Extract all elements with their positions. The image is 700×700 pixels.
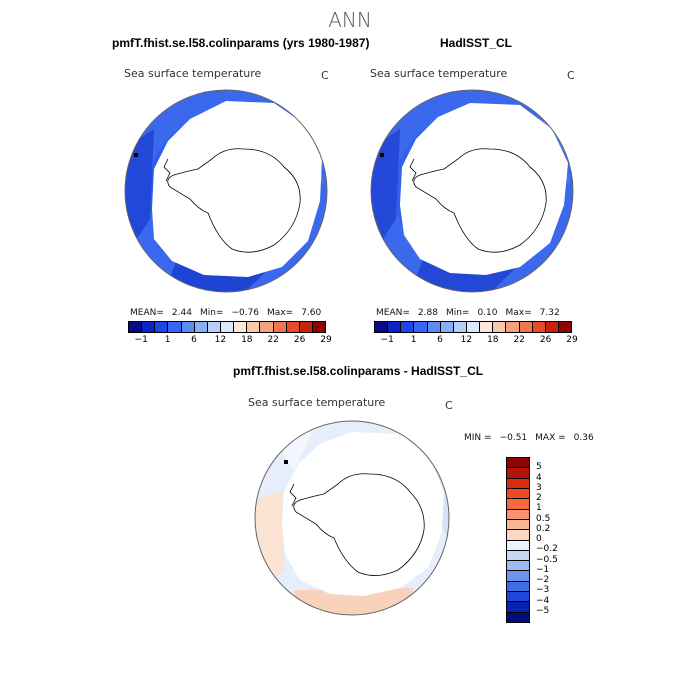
colorbar-swatch [181,322,195,332]
colorbar-tick-label: −0.5 [536,554,558,565]
colorbar-swatch [440,322,454,332]
colorbar-swatch [507,488,529,500]
colorbar-swatch [142,322,156,332]
colorbar-swatch [155,322,169,332]
diff-panel-title: pmfT.fhist.se.l58.colinparams - HadISST_… [233,364,484,378]
colorbar-tick-label: −3 [536,585,550,596]
colorbar-swatch [401,322,415,332]
colorbar-swatch [299,322,313,332]
colorbar-tick-label: 3 [536,482,542,493]
colorbar-tick-label: 6 [191,335,197,345]
colorbar-tick-label: 0.5 [536,513,551,524]
colorbar-swatch [507,602,529,613]
colorbar-tick-label: 6 [437,335,443,345]
colorbar-swatch [480,322,494,332]
colorbar-swatch [532,322,546,332]
colorbar-swatch [507,571,529,582]
colorbar-tick-label: −1 [536,564,550,575]
colorbar-swatch [507,581,529,593]
colorbar-swatch [260,322,274,332]
colorbar-tick-label: −1 [134,335,148,345]
colorbar-swatch [507,519,529,531]
panel1-map [124,89,328,293]
colorbar-tick-label: −5 [536,605,550,616]
panel1-units: C [321,69,329,82]
colorbar-tick-label: 4 [536,472,542,483]
colorbar-swatch [519,322,533,332]
panel2-units: C [567,69,575,82]
colorbar-swatch [507,468,529,479]
main-title: ANN [328,8,372,32]
colorbar-tick-label: 5 [536,462,542,473]
colorbar-swatch [207,322,221,332]
colorbar-swatch [507,499,529,510]
panel2-colorbar [374,321,572,333]
colorbar-swatch [507,612,529,622]
panel1-colorbar [128,321,326,333]
panel2-stats: MEAN= 2.88 Min= 0.10 Max= 7.32 [376,308,560,318]
colorbar-swatch [247,322,261,332]
colorbar-swatch [507,550,529,562]
diff-colorbar-ticks: 5 4 3 2 1 0.5 0.2 0 −0.2 −0.5 −1 −2 −3 −4 −5 [536,457,576,621]
colorbar-tick-label: 0 [536,534,542,544]
colorbar-tick-label: 22 [513,335,525,345]
colorbar-tick-label: 1 [536,503,542,514]
diff-map [254,420,450,616]
colorbar-tick-label: 26 [539,335,552,345]
colorbar-swatch [507,592,529,603]
colorbar-swatch [168,322,182,332]
colorbar-swatch [558,322,572,332]
colorbar-tick-label: −4 [536,595,550,606]
colorbar-swatch [507,509,529,520]
colorbar-tick-label: 1 [164,335,171,345]
colorbar-swatch [507,540,529,551]
colorbar-tick-label: 18 [241,335,253,345]
panel1-title: pmfT.fhist.se.l58.colinparams (yrs 1980-… [112,36,370,50]
diff-field-label: Sea surface temperature [248,396,386,409]
colorbar-swatch [506,322,520,332]
colorbar-swatch [414,322,428,332]
colorbar-swatch [493,322,507,332]
colorbar-swatch [453,322,467,332]
colorbar-swatch [507,478,529,489]
colorbar-swatch [286,322,300,332]
colorbar-swatch [375,322,389,332]
colorbar-tick-label: −2 [536,575,550,585]
diff-min-max: MIN = −0.51 MAX = 0.36 [464,433,594,443]
colorbar-tick-label: 1 [410,335,417,345]
colorbar-swatch [273,322,287,332]
colorbar-tick-label: 0.2 [536,523,551,534]
colorbar-swatch [507,458,529,469]
colorbar-tick-label: −0.2 [536,544,558,555]
colorbar-swatch [427,322,441,332]
panel1-stats: MEAN= 2.44 Min= −0.76 Max= 7.60 [130,308,322,318]
panel2-field-label: Sea surface temperature [370,67,508,80]
diff-units: C [445,399,453,412]
colorbar-swatch [220,322,235,332]
colorbar-swatch [194,322,208,332]
colorbar-tick-label: −1 [380,335,394,345]
panel1-colorbar-ticks: −1 1 6 12 18 22 26 29 [128,335,332,347]
colorbar-swatch [466,322,481,332]
panel2-map [370,89,574,293]
colorbar-swatch [312,322,326,332]
diff-colorbar [506,457,530,623]
colorbar-tick-label: 29 [320,335,332,345]
colorbar-swatch [507,561,529,572]
colorbar-tick-label: 2 [536,493,542,503]
colorbar-tick-label: 18 [487,335,499,345]
colorbar-swatch [129,322,143,332]
colorbar-swatch [234,322,248,332]
colorbar-tick-label: 26 [293,335,306,345]
colorbar-swatch [507,530,529,541]
colorbar-tick-label: 22 [267,335,279,345]
colorbar-swatch [388,322,402,332]
panel2-colorbar-ticks: −1 1 6 12 18 22 26 29 [374,335,578,347]
colorbar-tick-label: 29 [566,335,578,345]
panel1-field-label: Sea surface temperature [124,67,262,80]
colorbar-tick-label: 12 [214,335,227,345]
colorbar-swatch [545,322,559,332]
panel2-title: HadISST_CL [440,36,513,50]
colorbar-tick-label: 12 [460,335,473,345]
